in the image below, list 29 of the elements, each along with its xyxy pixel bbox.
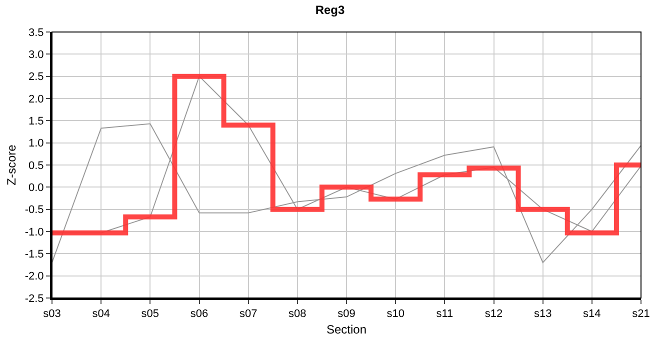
y-tick-label: 0.0 <box>28 182 44 194</box>
x-tick-label: s13 <box>534 308 552 320</box>
chart-title: Reg3 <box>315 2 345 17</box>
y-tick-label: 1.0 <box>28 138 44 150</box>
y-tick-label: 0.5 <box>28 160 44 172</box>
x-axis-title: Section <box>326 322 367 337</box>
y-tick-label: 2.0 <box>28 93 44 106</box>
x-tick-label: s14 <box>583 308 601 320</box>
x-tick-label: s21 <box>632 308 650 320</box>
y-tick-label: -2.5 <box>24 292 44 305</box>
y-tick-label: -0.5 <box>24 204 44 216</box>
x-tick-label: s08 <box>288 308 306 320</box>
y-tick-label: 1.5 <box>28 116 44 128</box>
x-tick-label: s12 <box>484 308 503 320</box>
x-tick-label: s11 <box>436 308 454 320</box>
y-tick-label: -1.5 <box>24 248 44 261</box>
x-tick-label: s04 <box>92 308 110 320</box>
y-axis-title: Z-score <box>4 144 19 186</box>
x-tick-label: s06 <box>190 308 208 320</box>
y-tick-label: 3.0 <box>28 49 44 62</box>
x-tick-label: s10 <box>386 308 404 320</box>
x-tick-label: s03 <box>43 308 61 320</box>
x-tick-label: s07 <box>239 308 258 320</box>
y-tick-label: -2.0 <box>24 270 44 283</box>
x-tick-label: s05 <box>141 308 160 320</box>
y-tick-label: 2.5 <box>28 71 44 84</box>
y-tick-label: 3.5 <box>28 26 44 39</box>
x-tick-label: s09 <box>338 308 356 320</box>
y-tick-label: -1.0 <box>24 226 44 238</box>
